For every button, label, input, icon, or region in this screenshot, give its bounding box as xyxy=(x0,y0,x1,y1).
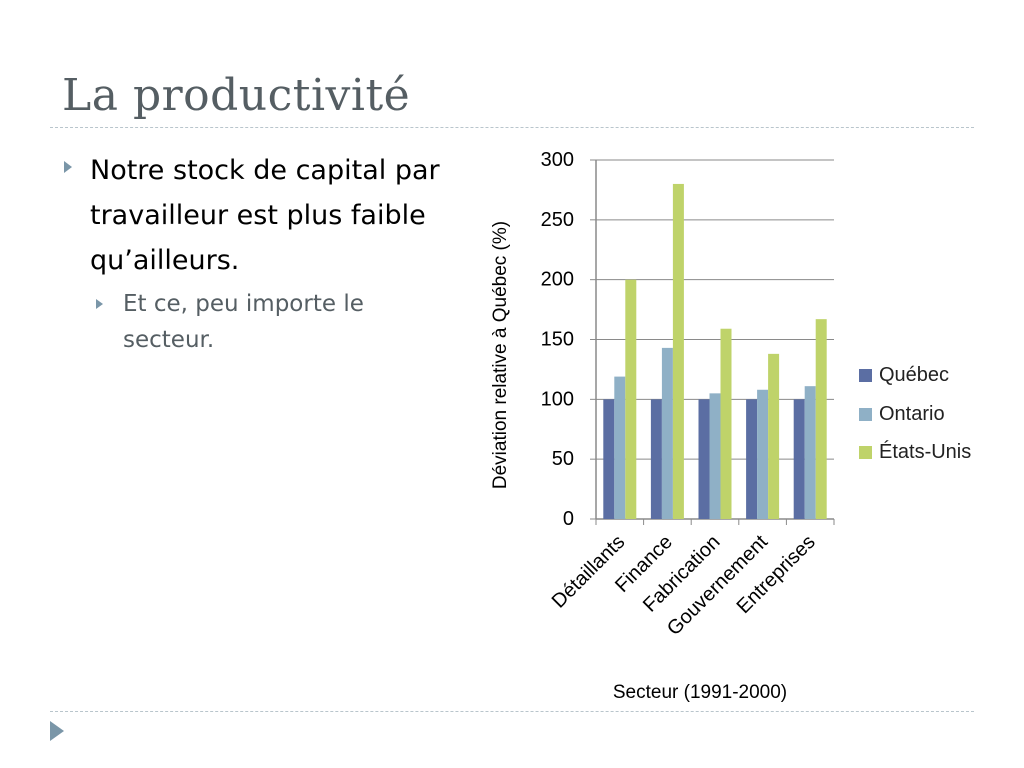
y-tick-label: 150 xyxy=(541,329,574,351)
bar-québec xyxy=(698,399,710,519)
bullet-level-1: Notre stock de capital par travailleur e… xyxy=(64,148,504,283)
bar-états-unis xyxy=(720,328,732,519)
bullet-text: Notre stock de capital par travailleur e… xyxy=(90,155,440,276)
y-tick-label: 250 xyxy=(541,209,574,231)
next-slide-icon[interactable] xyxy=(50,721,64,741)
bar-québec xyxy=(603,399,615,519)
legend-swatch xyxy=(859,408,872,421)
legend-label: Québec xyxy=(879,364,949,386)
title-divider xyxy=(50,127,974,128)
legend-label: Ontario xyxy=(879,403,945,425)
y-tick-label: 200 xyxy=(541,269,574,291)
bar-québec xyxy=(793,399,805,519)
bar-états-unis xyxy=(625,279,637,519)
y-tick-label: 100 xyxy=(541,388,574,410)
footer-divider xyxy=(50,711,974,712)
bar-états-unis xyxy=(768,353,780,519)
bullet-arrow-icon xyxy=(96,299,103,309)
bar-états-unis xyxy=(815,319,827,519)
bar-ontario xyxy=(757,389,769,519)
bullet-arrow-icon xyxy=(64,161,72,173)
x-axis-title: Secteur (1991-2000) xyxy=(613,682,787,703)
slide-title: La productivité xyxy=(62,70,411,121)
bar-ontario xyxy=(804,386,816,519)
bar-ontario xyxy=(661,347,673,519)
sub-bullet-text: Et ce, peu importe le secteur. xyxy=(123,291,364,353)
legend-swatch xyxy=(859,446,872,459)
legend-label: États-Unis xyxy=(879,440,971,463)
bar-ontario xyxy=(614,376,626,519)
y-tick-label: 50 xyxy=(552,448,574,470)
legend-swatch xyxy=(859,369,872,382)
bar-ontario xyxy=(709,393,721,519)
bar-états-unis xyxy=(672,183,684,519)
bar-québec xyxy=(746,399,758,519)
bar-québec xyxy=(650,399,662,519)
y-axis-title: Déviation relative à Québec (%) xyxy=(490,221,511,489)
y-tick-label: 0 xyxy=(563,508,574,530)
y-tick-label: 300 xyxy=(541,149,574,171)
bullet-level-2: Et ce, peu importe le secteur. xyxy=(96,286,436,358)
x-tick-label: Détaillants xyxy=(548,531,630,613)
